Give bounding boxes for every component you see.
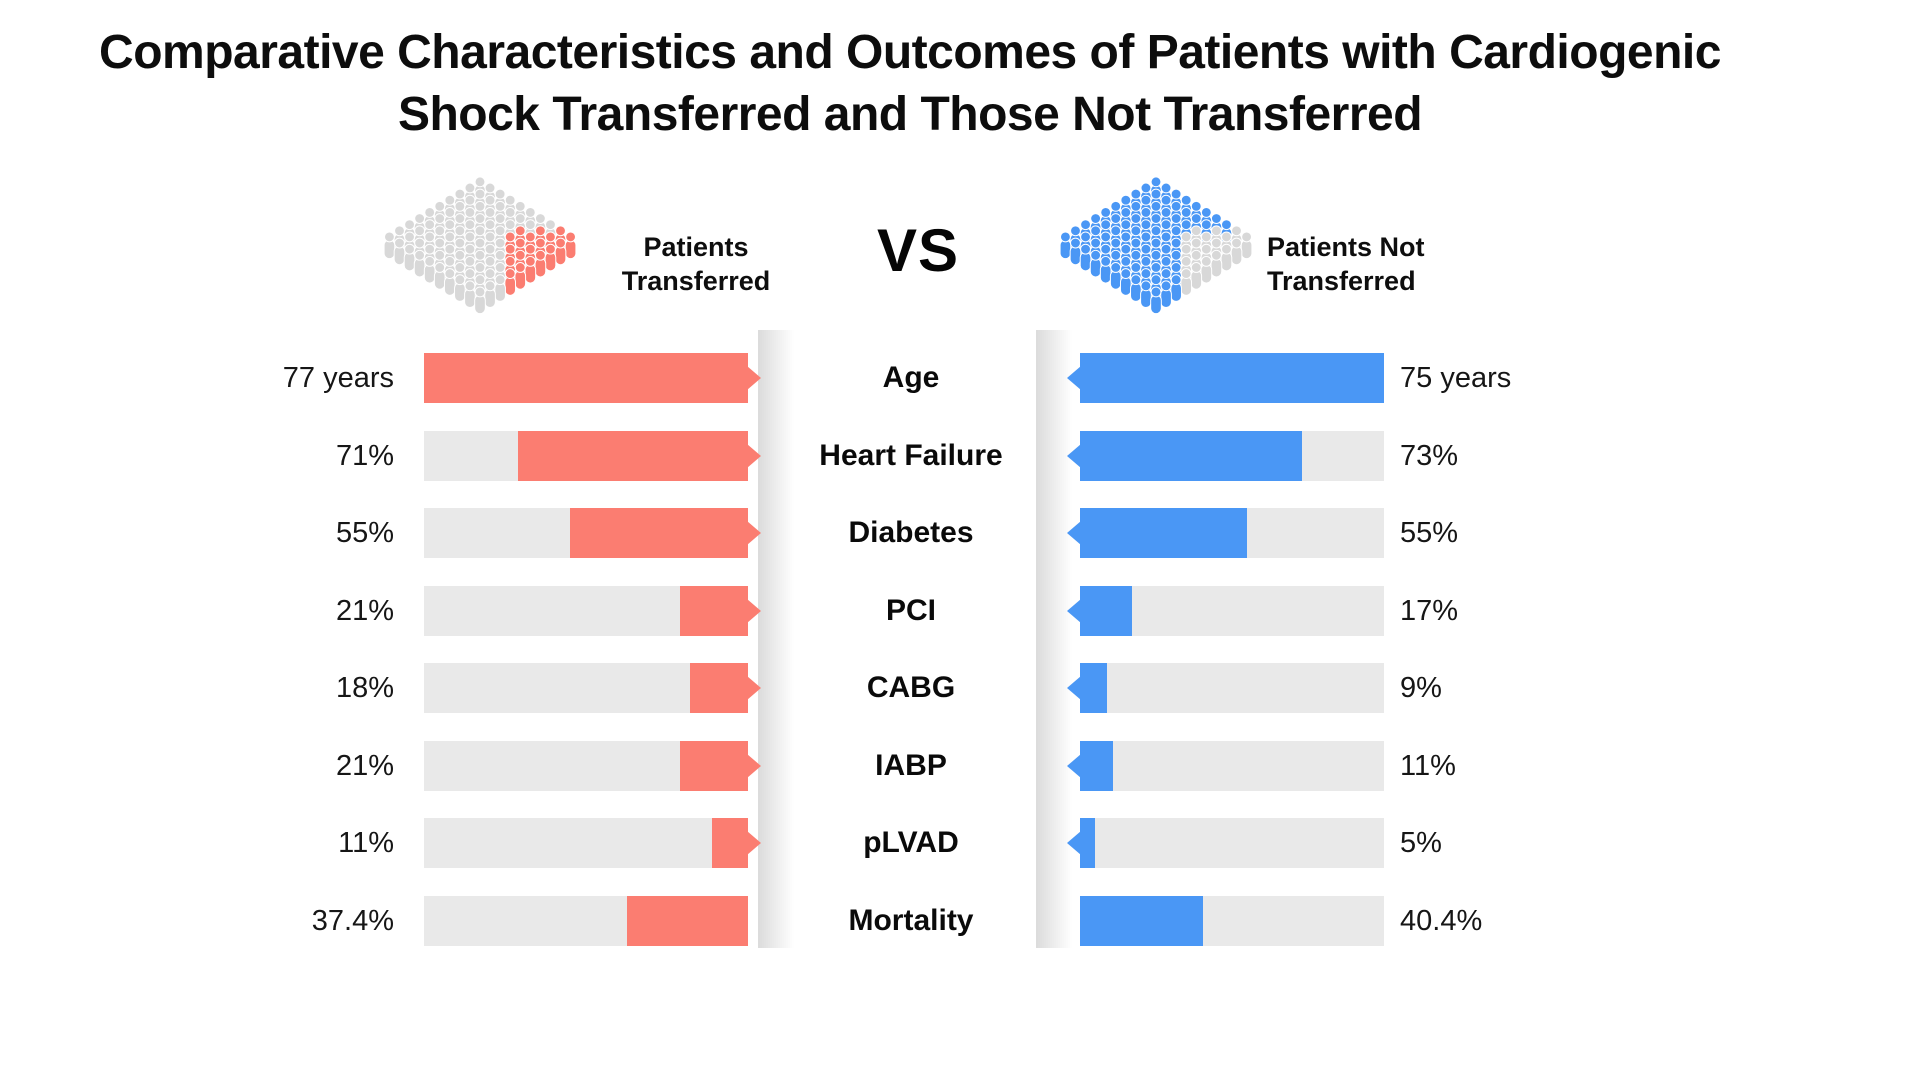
right-bar-fill <box>1067 430 1302 481</box>
left-bar-arrow-icon <box>747 521 761 545</box>
right-bar-track <box>1067 508 1384 558</box>
left-bar-fill <box>679 740 761 791</box>
left-bar-arrow-icon <box>747 676 761 700</box>
right-value-label: 75 years <box>1400 362 1512 394</box>
left-bar-fill <box>424 353 761 403</box>
left-bar-track <box>424 895 748 946</box>
right-bar-fill <box>1067 585 1132 636</box>
right-bar-arrow-icon <box>1067 753 1081 778</box>
right-bar-fill <box>1080 895 1203 946</box>
category-label: CABG <box>866 671 956 704</box>
right-bar-arrow-icon <box>1067 521 1081 545</box>
right-bar-track <box>1067 585 1384 636</box>
legend-not-transferred-line2: Transferred <box>1267 266 1416 296</box>
category-label: Diabetes <box>848 516 974 549</box>
left-bar-fill <box>689 663 761 713</box>
chart-row-iabp: 21% IABP 11% <box>0 740 1920 791</box>
left-bar-track <box>424 585 761 636</box>
left-value-label: 77 years <box>282 362 394 394</box>
category-label: Age <box>882 361 940 394</box>
legend-label-not-transferred: Patients Not Transferred <box>1267 230 1507 298</box>
right-bar-fill <box>1067 663 1108 713</box>
right-bar-arrow-icon <box>1067 676 1081 700</box>
right-value-label: 5% <box>1400 827 1442 859</box>
right-bar-arrow-icon <box>1067 366 1081 390</box>
page-title-line2: Shock Transferred and Those Not Transfer… <box>397 88 1423 141</box>
left-bar-arrow-icon <box>747 831 761 855</box>
left-bar-arrow-icon <box>747 366 761 390</box>
right-bar-fill <box>1067 508 1248 558</box>
chart-row-pci: 21% PCI 17% <box>0 585 1920 636</box>
left-bar-arrow-icon <box>747 443 761 468</box>
left-bar-fill <box>569 508 761 558</box>
chart-row-age: 77 years Age 75 years <box>0 353 1920 403</box>
legend-not-transferred-line1: Patients Not <box>1267 232 1425 262</box>
left-value-label: 55% <box>335 517 394 549</box>
page-title-line1: Comparative Characteristics and Outcomes… <box>99 26 1721 79</box>
right-value-label: 11% <box>1400 749 1456 782</box>
left-value-label: 71% <box>335 439 394 472</box>
right-bar-arrow-icon <box>1067 443 1081 468</box>
left-bar-fill <box>712 818 761 868</box>
chart-row-cabg: 18% CABG 9% <box>0 663 1920 713</box>
left-bar-track <box>424 430 761 481</box>
category-label: Heart Failure <box>819 438 1003 472</box>
right-bar-fill <box>1067 740 1114 791</box>
right-bar-track <box>1067 740 1384 791</box>
category-label: pLVAD <box>863 826 959 859</box>
category-label: Mortality <box>848 903 974 937</box>
crowd-icon-not-transferred <box>1059 176 1253 315</box>
right-bar-arrow-icon <box>1067 598 1081 623</box>
legend-transferred-line1: Patients <box>643 232 749 262</box>
right-value-label: 40.4% <box>1400 904 1483 937</box>
left-value-label: 21% <box>335 749 394 782</box>
crowd-icon-transferred <box>383 176 577 315</box>
left-bar-track <box>424 663 761 713</box>
legend-transferred-line2: Transferred <box>621 266 771 296</box>
chart-row-plvad: 11% pLVAD 5% <box>0 818 1920 868</box>
left-bar-arrow-icon <box>747 598 761 623</box>
right-bar-track <box>1067 353 1384 403</box>
category-label: IABP <box>875 748 947 782</box>
left-bar-arrow-icon <box>747 753 761 778</box>
left-bar-track <box>424 508 761 558</box>
right-value-label: 9% <box>1400 672 1442 704</box>
right-bar-arrow-icon <box>1067 831 1081 855</box>
left-bar-track <box>424 740 761 791</box>
center-column-shadow-right <box>1036 330 1072 948</box>
left-value-label: 21% <box>335 594 394 627</box>
chart-row-diabetes: 55% Diabetes 55% <box>0 508 1920 558</box>
right-bar-track <box>1067 818 1384 868</box>
right-value-label: 17% <box>1400 594 1459 627</box>
left-bar-track <box>424 818 761 868</box>
chart-row-mortality: 37.4% Mortality 40.4% <box>0 895 1920 946</box>
left-bar-fill <box>517 430 761 481</box>
legend-label-transferred: Patients Transferred <box>598 230 794 298</box>
right-value-label: 55% <box>1400 517 1459 549</box>
left-bar-track <box>424 353 761 403</box>
right-bar-fill <box>1067 353 1384 403</box>
right-bar-track <box>1067 663 1384 713</box>
left-value-label: 37.4% <box>311 904 394 937</box>
vs-label: VS <box>876 217 960 284</box>
left-bar-fill <box>679 585 761 636</box>
right-bar-track <box>1080 895 1384 946</box>
left-value-label: 11% <box>338 827 394 859</box>
right-value-label: 73% <box>1400 439 1459 472</box>
right-bar-track <box>1067 430 1384 481</box>
left-bar-fill <box>626 895 748 946</box>
page-title: Comparative Characteristics and Outcomes… <box>0 22 1820 146</box>
chart-row-heart-failure: 71% Heart Failure 73% <box>0 430 1920 481</box>
category-label: PCI <box>885 593 936 627</box>
center-column-shadow-left <box>758 330 794 948</box>
right-bar-fill <box>1067 818 1096 868</box>
left-value-label: 18% <box>335 672 394 704</box>
